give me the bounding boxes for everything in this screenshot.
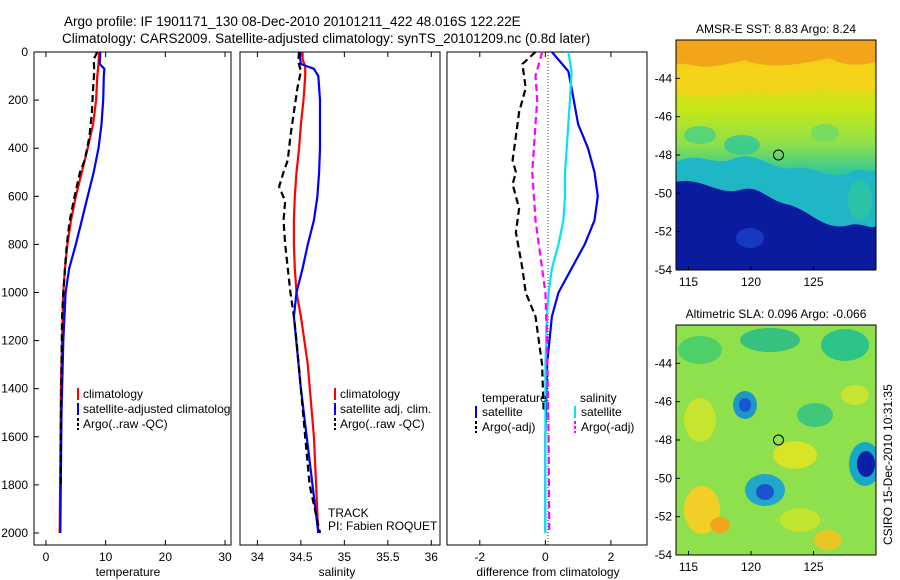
difference-series-line bbox=[544, 51, 573, 533]
temperature-ytick-label: 1000 bbox=[1, 285, 28, 299]
temperature-ytick-label: 200 bbox=[8, 93, 28, 107]
temperature-legend-label: climatology bbox=[83, 387, 143, 401]
sla-map-title: Altimetric SLA: 0.096 Argo: -0.066 bbox=[686, 307, 867, 321]
temperature-legend-label: satellite-adjusted climatolog bbox=[83, 402, 230, 416]
temperature-xtick-label: 20 bbox=[159, 550, 173, 564]
sla-xtick-label: 115 bbox=[679, 560, 698, 574]
difference-xtick-label: 0 bbox=[542, 550, 549, 564]
sla-xtick-label: 125 bbox=[803, 560, 823, 574]
temperature-axes-box bbox=[33, 51, 232, 546]
sla-ytick-label: -46 bbox=[655, 395, 673, 409]
sla-float-position-marker bbox=[773, 434, 784, 446]
temperature-ytick-label: 1400 bbox=[1, 382, 28, 396]
difference-xtick-label: -2 bbox=[474, 550, 485, 564]
temperature-xtick-label: 10 bbox=[99, 550, 113, 564]
sst-ytick-label: -44 bbox=[655, 71, 673, 85]
salinity-legend-label: climatology bbox=[340, 387, 400, 401]
sst-ytick-label: -48 bbox=[655, 148, 673, 162]
salinity-legend-label: Argo(..raw -QC) bbox=[340, 417, 425, 431]
sla-ytick-label: -52 bbox=[655, 510, 673, 524]
sla-map-panel: Altimetric SLA: 0.096 Argo: -0.066 115 12… bbox=[655, 307, 877, 574]
difference-series-line bbox=[511, 51, 545, 413]
difference-axes-box bbox=[446, 51, 648, 546]
salinity-series-line bbox=[278, 51, 322, 534]
salinity-xtick-label: 35 bbox=[338, 550, 352, 564]
sst-map-panel: AMSR-E SST: 8.83 Argo: 8.24 115 120 125 -44… bbox=[655, 22, 877, 289]
temperature-ytick-label: 1600 bbox=[1, 430, 28, 444]
track-annotation: TRACK bbox=[328, 506, 369, 520]
temperature-ytick-label: 600 bbox=[8, 189, 28, 203]
difference-xlabel: difference from climatology bbox=[476, 565, 619, 579]
sst-xtick-label: 120 bbox=[741, 275, 761, 289]
temperature-xlabel: temperature bbox=[96, 565, 161, 579]
sst-map-axes: 115 120 125 -44 -46 -48 -50 -52 -54 bbox=[655, 71, 824, 289]
temperature-series-line bbox=[58, 51, 101, 534]
sst-ytick-label: -52 bbox=[655, 225, 673, 239]
sst-float-position-marker bbox=[773, 149, 784, 161]
figure-title-line-1: Argo profile: IF 1901171_130 08-Dec-2010… bbox=[64, 14, 521, 29]
difference-series-line bbox=[544, 51, 599, 533]
temperature-ytick-label: 2000 bbox=[1, 526, 28, 540]
temperature-plot-area: 0 10 20 30 0 200 400 600 800 1000 1200 1400 1600 1800… bbox=[1, 45, 232, 564]
salinity-series-line bbox=[292, 52, 320, 534]
sla-ytick-label: -50 bbox=[655, 471, 673, 485]
difference-legend-label: satellite bbox=[581, 405, 622, 419]
difference-legend-label: satellite bbox=[482, 405, 523, 419]
salinity-xtick-label: 34 bbox=[251, 550, 265, 564]
sst-map-title: AMSR-E SST: 8.83 Argo: 8.24 bbox=[696, 22, 856, 36]
difference-legend-title-salinity: salinity bbox=[580, 391, 617, 405]
temperature-ytick-label: 0 bbox=[21, 45, 28, 59]
sla-ytick-label: -48 bbox=[655, 433, 673, 447]
sst-xtick-label: 115 bbox=[679, 275, 698, 289]
difference-series-line bbox=[531, 51, 551, 534]
temperature-legend-label: Argo(..raw -QC) bbox=[83, 417, 168, 431]
sla-heatmap bbox=[676, 325, 876, 555]
sst-ytick-label: -46 bbox=[655, 110, 673, 124]
sst-heatmap bbox=[676, 40, 876, 270]
salinity-xtick-label: 34.5 bbox=[289, 550, 313, 564]
figure-title-line-2: Climatology: CARS2009. Satellite-adjuste… bbox=[62, 31, 590, 46]
salinity-series-line bbox=[292, 51, 322, 534]
salinity-axes-box bbox=[239, 51, 441, 546]
sst-xtick-label: 125 bbox=[803, 275, 823, 289]
temperature-series-line bbox=[59, 51, 99, 485]
temperature-ytick-label: 1800 bbox=[1, 478, 28, 492]
temperature-xtick-label: 30 bbox=[218, 550, 232, 564]
sst-ytick-label: -54 bbox=[655, 263, 673, 277]
sla-map-axes: 115 120 125 -44 -46 -48 -50 -52 -54 bbox=[655, 356, 824, 574]
temperature-ytick-label: 800 bbox=[8, 237, 28, 251]
sla-ytick-label: -44 bbox=[655, 356, 673, 370]
temperature-series-line bbox=[59, 51, 106, 534]
temperature-ytick-label: 400 bbox=[8, 141, 28, 155]
salinity-xlabel: salinity bbox=[319, 565, 356, 579]
difference-xtick-label: 2 bbox=[608, 550, 615, 564]
difference-legend-label: Argo(-adj) bbox=[482, 420, 535, 434]
temperature-panel: 0 10 20 30 0 200 400 600 800 1000 1200 1400 1600 1800… bbox=[1, 45, 232, 579]
temperature-xtick-label: 0 bbox=[43, 550, 50, 564]
difference-legend-label: Argo(-adj) bbox=[581, 420, 634, 434]
sla-xtick-label: 120 bbox=[741, 560, 761, 574]
salinity-xtick-label: 36 bbox=[425, 550, 439, 564]
salinity-xtick-label: 35.5 bbox=[376, 550, 400, 564]
sst-ytick-label: -50 bbox=[655, 186, 673, 200]
salinity-legend-label: satellite adj. clim. bbox=[340, 402, 431, 416]
difference-legend-title-temperature: temperature bbox=[482, 391, 547, 405]
temperature-ytick-label: 1200 bbox=[1, 334, 28, 348]
sla-ytick-label: -54 bbox=[655, 548, 673, 562]
pi-annotation: PI: Fabien ROQUET bbox=[328, 519, 438, 533]
side-timestamp-label: CSIRO 15-Dec-2010 10:31:35 bbox=[881, 384, 895, 545]
